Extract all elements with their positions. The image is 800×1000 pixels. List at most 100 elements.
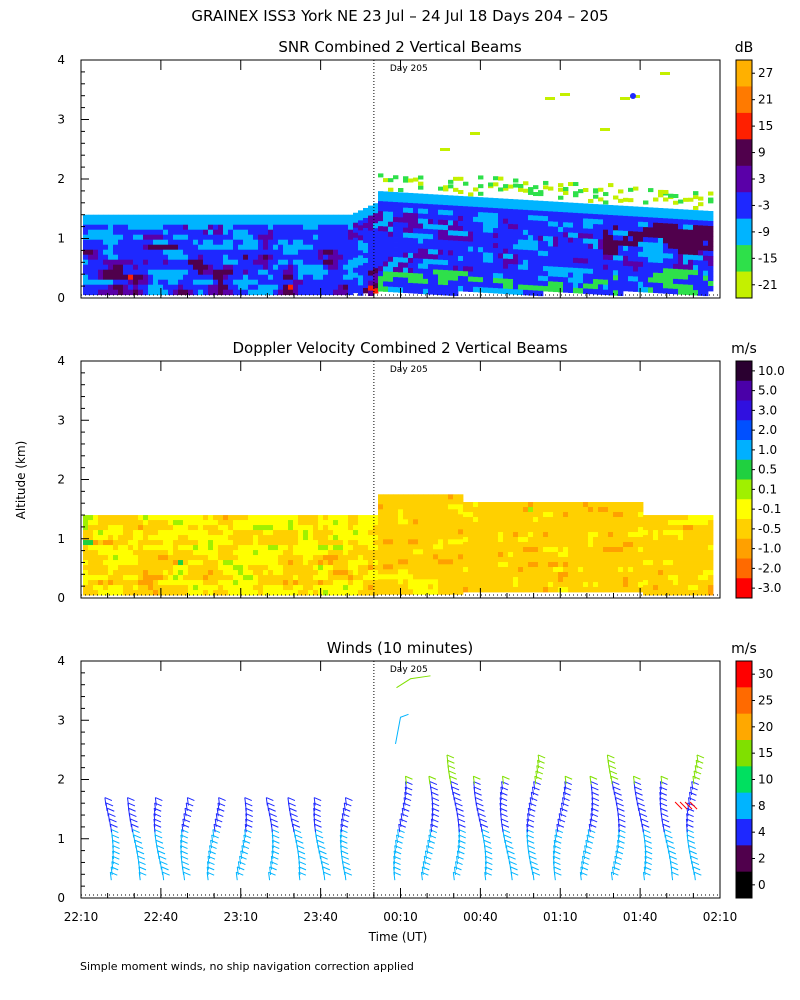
doppler-cell xyxy=(378,519,384,525)
snr-cell xyxy=(323,254,329,261)
snr-cell xyxy=(363,242,369,249)
doppler-cell xyxy=(673,545,679,551)
snr-cell xyxy=(618,280,624,286)
snr-cell xyxy=(478,272,484,278)
snr-cell xyxy=(683,264,689,270)
doppler-cell xyxy=(288,530,294,536)
doppler-cell xyxy=(138,565,144,571)
doppler-cell xyxy=(83,585,89,591)
snr-cell xyxy=(313,279,319,286)
snr-cell xyxy=(163,249,169,256)
doppler-cell xyxy=(603,567,609,573)
doppler-cell xyxy=(433,554,439,560)
snr-cell xyxy=(653,232,659,239)
doppler-cell xyxy=(668,530,674,536)
snr-cell xyxy=(488,242,494,249)
wind-barb xyxy=(342,813,350,818)
snr-cell xyxy=(168,214,174,221)
snr-cell xyxy=(613,240,619,246)
doppler-cell xyxy=(153,580,159,586)
doppler-cell xyxy=(598,502,604,508)
doppler-cell xyxy=(393,559,399,565)
doppler-cell xyxy=(353,550,359,556)
snr-cell xyxy=(668,253,674,259)
snr-cell xyxy=(638,286,644,293)
doppler-cell xyxy=(198,540,204,546)
snr-cell xyxy=(93,224,99,231)
snr-cell xyxy=(643,277,649,283)
doppler-cell xyxy=(288,525,294,531)
snr-cell xyxy=(183,239,189,246)
doppler-cell xyxy=(368,575,374,581)
snr-cell xyxy=(483,212,489,218)
wind-barb xyxy=(399,818,408,823)
doppler-cell xyxy=(178,585,184,591)
doppler-cell xyxy=(233,550,239,556)
snr-cell xyxy=(98,239,104,246)
doppler-cell xyxy=(328,570,334,576)
snr-cell xyxy=(203,274,209,281)
doppler-cell xyxy=(513,512,519,518)
snr-cell xyxy=(608,204,614,211)
snr-cell xyxy=(678,269,684,275)
snr-cell xyxy=(643,267,649,273)
doppler-cell xyxy=(613,567,619,573)
snr-cell xyxy=(513,183,519,188)
doppler-cell xyxy=(188,515,194,521)
doppler-cell xyxy=(583,572,589,578)
doppler-cell xyxy=(223,530,229,536)
snr-cell xyxy=(203,284,209,291)
snr-cell xyxy=(348,244,354,251)
doppler-cell xyxy=(563,577,569,583)
snr-cell xyxy=(323,234,329,241)
snr-cell xyxy=(303,219,309,226)
snr-cell xyxy=(223,254,229,261)
doppler-cell xyxy=(163,575,169,581)
doppler-cell xyxy=(338,520,344,526)
snr-cell xyxy=(438,269,444,276)
doppler-cell xyxy=(108,585,114,591)
doppler-cell xyxy=(598,562,604,568)
doppler-cell xyxy=(93,590,99,596)
doppler-cell xyxy=(618,552,624,558)
snr-cell xyxy=(353,252,359,259)
doppler-cell xyxy=(118,590,124,596)
snr-cell xyxy=(493,208,499,214)
doppler-cell xyxy=(548,547,554,553)
doppler-cell xyxy=(468,507,474,513)
doppler-cell xyxy=(98,590,104,596)
snr-cell xyxy=(263,264,269,271)
doppler-cell xyxy=(423,504,429,510)
snr-cell xyxy=(228,234,234,241)
doppler-cell xyxy=(418,549,424,555)
snr-cell xyxy=(553,261,559,268)
doppler-cell xyxy=(658,535,664,541)
snr-cell xyxy=(608,254,614,261)
doppler-cell xyxy=(643,535,649,541)
doppler-cell xyxy=(223,565,229,571)
doppler-cell xyxy=(628,532,634,538)
snr-cell xyxy=(243,239,249,246)
doppler-cell xyxy=(368,555,374,561)
snr-cell xyxy=(333,244,339,251)
snr-cell xyxy=(583,203,589,209)
doppler-cell xyxy=(598,522,604,528)
doppler-cell xyxy=(488,572,494,578)
snr-cell xyxy=(563,202,569,208)
snr-cell xyxy=(463,241,469,247)
doppler-cell xyxy=(358,515,364,521)
doppler-cell xyxy=(178,545,184,551)
snr-cell xyxy=(633,221,639,227)
snr-cell xyxy=(583,283,589,289)
snr-cell xyxy=(268,219,274,226)
doppler-cell xyxy=(423,584,429,590)
doppler-cell xyxy=(653,570,659,576)
snr-cell xyxy=(203,244,209,251)
doppler-cell xyxy=(163,545,169,551)
snr-cell xyxy=(458,255,464,262)
doppler-cell xyxy=(628,512,634,518)
snr-cell xyxy=(303,259,309,266)
doppler-cell xyxy=(503,582,509,588)
wind-barb xyxy=(268,872,271,881)
doppler-cell xyxy=(103,530,109,536)
